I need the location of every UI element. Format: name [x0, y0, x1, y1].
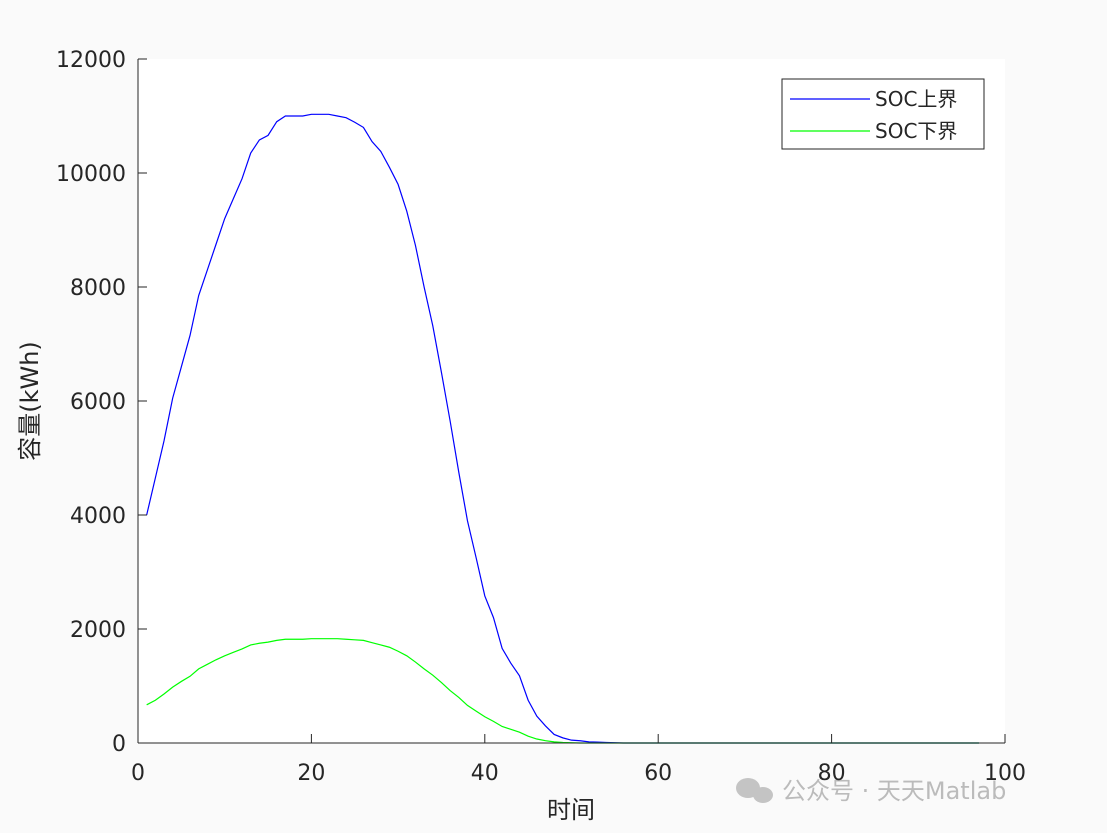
y-tick-label: 4000 — [70, 504, 126, 529]
y-tick-label: 0 — [112, 732, 126, 757]
x-tick-label: 80 — [818, 761, 846, 786]
x-tick-label: 20 — [297, 761, 325, 786]
legend-label: SOC下界 — [875, 119, 957, 143]
y-tick-label: 8000 — [70, 276, 126, 301]
x-tick-label: 60 — [644, 761, 672, 786]
x-axis-label: 时间 — [547, 796, 595, 824]
plot-area — [138, 59, 1005, 743]
y-tick-label: 10000 — [56, 162, 126, 187]
y-tick-label: 6000 — [70, 390, 126, 415]
legend-label: SOC上界 — [875, 87, 957, 111]
watermark-icon — [753, 787, 773, 803]
x-tick-label: 100 — [984, 761, 1026, 786]
x-tick-label: 40 — [471, 761, 499, 786]
watermark: 公众号 · 天天Matlab — [736, 777, 1006, 805]
y-tick-label: 12000 — [56, 48, 126, 73]
watermark-text: 公众号 · 天天Matlab — [782, 777, 1006, 805]
legend-box — [781, 78, 985, 150]
y-axis-label: 容量(kWh) — [16, 341, 44, 461]
legend: SOC上界 SOC下界 — [781, 78, 985, 150]
x-tick-label: 0 — [131, 761, 145, 786]
y-tick-label: 2000 — [70, 618, 126, 643]
